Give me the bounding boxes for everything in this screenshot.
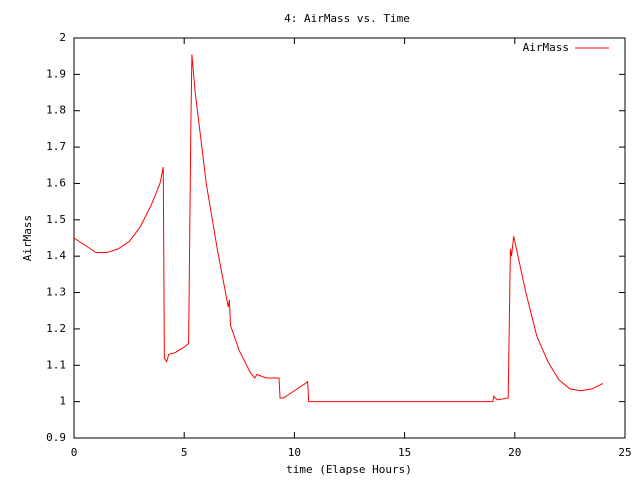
- y-tick-label: 1.4: [46, 249, 66, 262]
- y-tick-label: 1.6: [46, 176, 66, 189]
- y-tick-label: 1.1: [46, 358, 66, 371]
- x-tick-label: 20: [508, 446, 521, 459]
- x-tick-label: 10: [288, 446, 301, 459]
- y-tick-label: 0.9: [46, 431, 66, 444]
- data-line: [73, 54, 604, 403]
- y-tick-label: 1.3: [46, 286, 66, 299]
- y-tick-label: 1.9: [46, 67, 66, 80]
- y-tick-label: 2: [59, 31, 66, 44]
- x-tick-label: 25: [618, 446, 631, 459]
- y-tick-label: 1.5: [46, 213, 66, 226]
- chart-title: 4: AirMass vs. Time: [284, 12, 410, 25]
- plot-frame: [73, 37, 626, 439]
- y-tick-label: 1: [59, 395, 66, 408]
- y-tick-label: 1.8: [46, 104, 66, 117]
- y-axis-label: AirMass: [21, 215, 34, 261]
- x-tick-label: 0: [71, 446, 78, 459]
- y-tick-label: 1.2: [46, 322, 66, 335]
- x-tick-label: 15: [398, 446, 411, 459]
- x-tick-label: 5: [181, 446, 188, 459]
- x-axis-label: time (Elapse Hours): [286, 463, 412, 476]
- y-tick-label: 1.7: [46, 140, 66, 153]
- legend-label: AirMass: [523, 41, 569, 54]
